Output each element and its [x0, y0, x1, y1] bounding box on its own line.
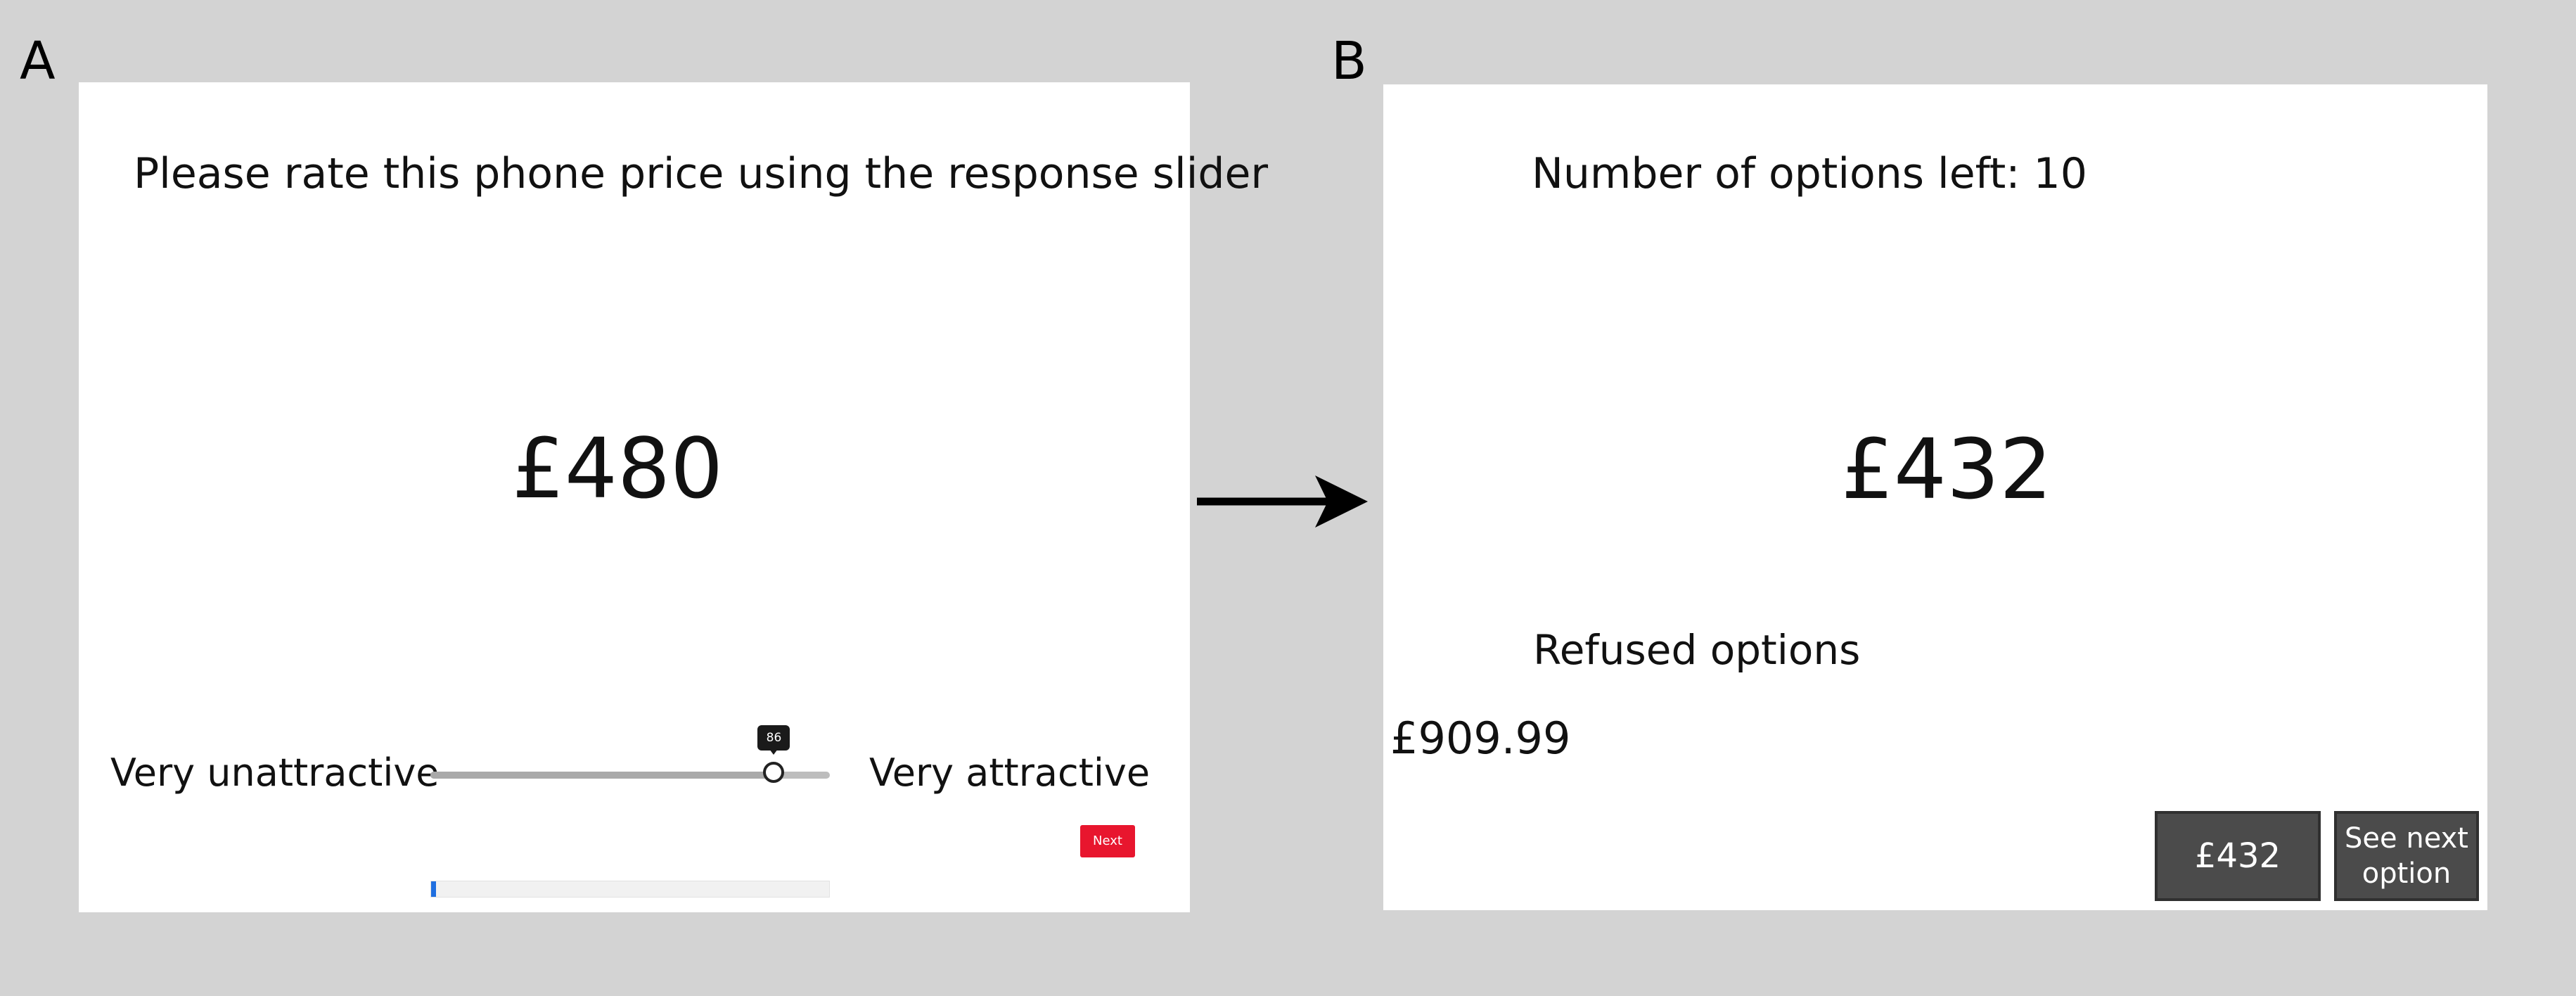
slider-value-tooltip: 86: [757, 725, 790, 755]
next-button[interactable]: Next: [1080, 825, 1135, 857]
see-next-option-button[interactable]: See next option: [2334, 811, 2479, 901]
current-option-price: £432: [1840, 421, 2053, 518]
choice-screen: Number of options left: 10 £432 Refused …: [1383, 84, 2487, 910]
right-arrow-icon: [1197, 475, 1368, 528]
slider-min-label: Very unattractive: [110, 751, 440, 795]
progress-bar-fill: [431, 881, 436, 897]
progress-bar: [430, 881, 830, 898]
panel-letter-b: B: [1331, 31, 1367, 91]
phone-price: £480: [511, 420, 724, 517]
rating-screen: Please rate this phone price using the r…: [79, 82, 1268, 912]
refused-option-item: £909.99: [1390, 713, 1571, 764]
slider-max-label: Very attractive: [869, 751, 1151, 795]
slider-thumb[interactable]: [763, 762, 785, 783]
slider-fill: [430, 772, 774, 779]
response-slider[interactable]: 86: [430, 725, 830, 783]
refused-options-heading: Refused options: [1533, 626, 1861, 674]
accept-price-button[interactable]: £432: [2155, 811, 2321, 901]
panel-letter-a: A: [20, 31, 56, 91]
rating-prompt: Please rate this phone price using the r…: [134, 149, 1269, 198]
options-left-counter: Number of options left: 10: [1532, 149, 2087, 198]
